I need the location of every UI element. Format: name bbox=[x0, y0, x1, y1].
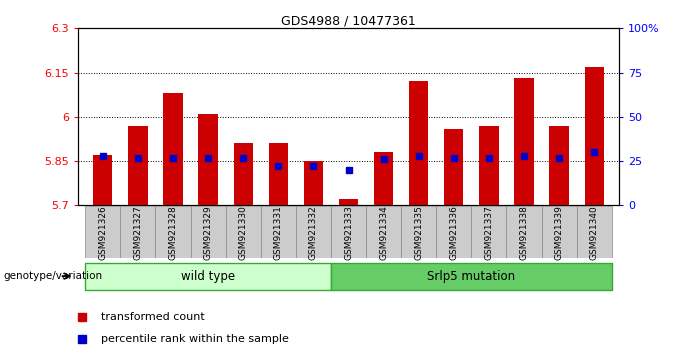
Bar bbox=[514, 79, 534, 205]
Text: GSM921328: GSM921328 bbox=[169, 205, 177, 260]
Text: GSM921333: GSM921333 bbox=[344, 205, 353, 260]
FancyBboxPatch shape bbox=[331, 206, 366, 258]
FancyBboxPatch shape bbox=[120, 206, 156, 258]
FancyBboxPatch shape bbox=[366, 206, 401, 258]
FancyBboxPatch shape bbox=[156, 206, 190, 258]
FancyBboxPatch shape bbox=[507, 206, 541, 258]
FancyBboxPatch shape bbox=[401, 206, 437, 258]
Bar bbox=[444, 129, 464, 205]
Bar bbox=[199, 114, 218, 205]
Text: GSM921326: GSM921326 bbox=[99, 205, 107, 260]
Bar bbox=[479, 126, 498, 205]
FancyBboxPatch shape bbox=[260, 206, 296, 258]
Text: Srlp5 mutation: Srlp5 mutation bbox=[427, 270, 515, 282]
Text: GSM921327: GSM921327 bbox=[133, 205, 142, 260]
Bar bbox=[549, 126, 568, 205]
Text: GSM921340: GSM921340 bbox=[590, 205, 598, 260]
Bar bbox=[233, 143, 253, 205]
Bar bbox=[93, 155, 112, 205]
Bar bbox=[304, 161, 323, 205]
FancyBboxPatch shape bbox=[85, 263, 331, 290]
Text: transformed count: transformed count bbox=[101, 312, 205, 322]
Bar bbox=[374, 152, 393, 205]
Text: GSM921338: GSM921338 bbox=[520, 205, 528, 260]
FancyBboxPatch shape bbox=[577, 206, 612, 258]
Text: GSM921334: GSM921334 bbox=[379, 205, 388, 260]
Bar bbox=[409, 81, 428, 205]
FancyBboxPatch shape bbox=[296, 206, 331, 258]
FancyBboxPatch shape bbox=[190, 206, 226, 258]
Text: GSM921339: GSM921339 bbox=[555, 205, 564, 260]
Text: GSM921335: GSM921335 bbox=[414, 205, 423, 260]
Title: GDS4988 / 10477361: GDS4988 / 10477361 bbox=[281, 14, 416, 27]
Text: GSM921332: GSM921332 bbox=[309, 205, 318, 260]
Text: GSM921331: GSM921331 bbox=[274, 205, 283, 260]
Bar bbox=[339, 199, 358, 205]
Bar bbox=[585, 67, 604, 205]
Text: percentile rank within the sample: percentile rank within the sample bbox=[101, 334, 288, 344]
Text: GSM921337: GSM921337 bbox=[484, 205, 494, 260]
FancyBboxPatch shape bbox=[471, 206, 507, 258]
Text: GSM921330: GSM921330 bbox=[239, 205, 248, 260]
Bar bbox=[163, 93, 183, 205]
Text: GSM921336: GSM921336 bbox=[449, 205, 458, 260]
Bar bbox=[129, 126, 148, 205]
Text: genotype/variation: genotype/variation bbox=[3, 271, 103, 281]
Text: GSM921329: GSM921329 bbox=[203, 205, 213, 260]
Text: wild type: wild type bbox=[181, 270, 235, 282]
FancyBboxPatch shape bbox=[541, 206, 577, 258]
FancyBboxPatch shape bbox=[226, 206, 260, 258]
Bar bbox=[269, 143, 288, 205]
FancyBboxPatch shape bbox=[85, 206, 120, 258]
FancyBboxPatch shape bbox=[437, 206, 471, 258]
FancyBboxPatch shape bbox=[331, 263, 612, 290]
